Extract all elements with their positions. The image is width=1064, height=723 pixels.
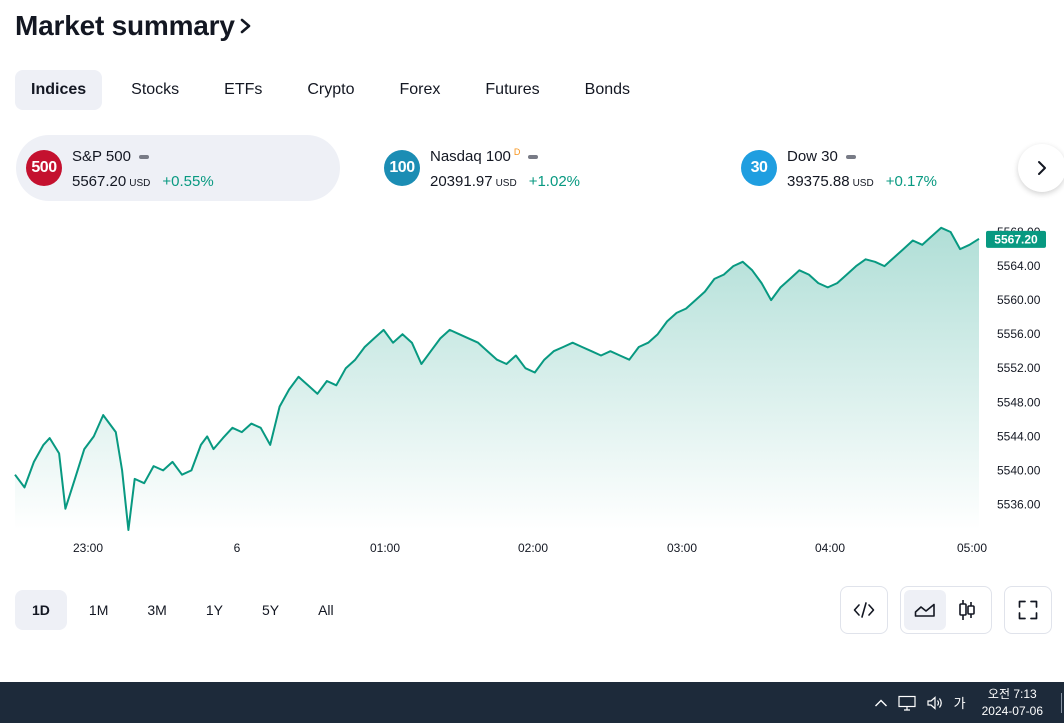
candlestick-icon bbox=[959, 600, 975, 620]
y-axis-tick-label: 5544.00 bbox=[997, 429, 1041, 443]
clock-date: 2024-07-06 bbox=[981, 703, 1043, 718]
x-axis-tick-label: 04:00 bbox=[815, 541, 845, 555]
tab-forex[interactable]: Forex bbox=[399, 81, 441, 98]
x-axis-tick-label: 05:00 bbox=[957, 541, 987, 555]
range-1d[interactable]: 1D bbox=[15, 590, 67, 630]
category-tabs: Indices Stocks ETFs Crypto Forex Futures… bbox=[15, 70, 659, 110]
range-1y[interactable]: 1Y bbox=[205, 602, 223, 618]
taskbar-clock[interactable]: 오전 7:13 2024-07-06 bbox=[982, 686, 1043, 720]
nasdaq100-logo: 100 bbox=[384, 150, 420, 186]
volume-icon[interactable] bbox=[926, 695, 944, 711]
ticker-name: Nasdaq 100 bbox=[430, 148, 511, 165]
show-desktop-button[interactable] bbox=[1061, 692, 1064, 713]
candlestick-chart-button[interactable] bbox=[946, 590, 988, 630]
embed-button[interactable] bbox=[840, 586, 888, 634]
tab-crypto[interactable]: Crypto bbox=[307, 81, 355, 98]
price-line bbox=[14, 226, 980, 531]
windows-taskbar: 가 오전 7:13 2024-07-06 bbox=[0, 682, 1064, 723]
dow30-logo: 30 bbox=[741, 150, 777, 186]
y-axis-tick-label: 5548.00 bbox=[997, 395, 1041, 409]
price-area-fill bbox=[15, 227, 979, 531]
ticker-nasdaq100[interactable]: 100 Nasdaq 100 D 20391.97 USD +1.02% bbox=[374, 135, 674, 201]
ticker-change: +0.55% bbox=[162, 172, 214, 190]
chart-type-toggle bbox=[900, 586, 992, 634]
y-axis-tick-label: 5560.00 bbox=[997, 293, 1041, 307]
ticker-currency: USD bbox=[129, 177, 151, 189]
ticker-dow30[interactable]: 30 Dow 30 39375.88 USD +0.17% bbox=[731, 135, 1021, 201]
ticker-name: S&P 500 bbox=[72, 148, 131, 165]
x-axis-tick-label: 6 bbox=[234, 541, 241, 555]
market-status-icon bbox=[528, 154, 539, 159]
range-5y[interactable]: 5Y bbox=[261, 602, 280, 618]
ticker-change: +1.02% bbox=[528, 172, 580, 190]
range-3m[interactable]: 3M bbox=[147, 602, 167, 618]
range-all[interactable]: All bbox=[318, 602, 334, 618]
x-axis-tick-label: 01:00 bbox=[370, 541, 400, 555]
system-tray: 가 오전 7:13 2024-07-06 bbox=[874, 682, 1064, 723]
ticker-price: 5567.20 bbox=[72, 172, 127, 190]
ticker-change: +0.17% bbox=[885, 172, 937, 190]
ticker-currency: USD bbox=[495, 177, 517, 189]
delayed-flag: D bbox=[513, 146, 521, 157]
area-chart-button[interactable] bbox=[904, 590, 946, 630]
x-axis-tick-label: 02:00 bbox=[518, 541, 548, 555]
time-range-tabs: 1D 1M 3M 1Y 5Y All bbox=[15, 590, 356, 630]
scroll-next-button[interactable] bbox=[1018, 144, 1064, 192]
ticker-price: 20391.97 bbox=[430, 172, 493, 190]
y-axis-tick-label: 5564.00 bbox=[997, 259, 1041, 273]
market-status-icon bbox=[845, 154, 856, 159]
area-chart-icon bbox=[914, 603, 935, 617]
tab-indices[interactable]: Indices bbox=[15, 70, 103, 110]
market-status-icon bbox=[138, 154, 149, 159]
tab-futures[interactable]: Futures bbox=[485, 81, 540, 98]
ticker-currency: USD bbox=[852, 177, 874, 189]
tab-bonds[interactable]: Bonds bbox=[584, 81, 631, 98]
ticker-sp500[interactable]: 500 S&P 500 5567.20 USD +0.55% bbox=[16, 135, 340, 201]
price-chart[interactable]: 5536.00 5540.00 5544.00 5548.00 5552.00 5556.… bbox=[0, 205, 1064, 565]
network-icon[interactable] bbox=[898, 695, 916, 711]
ticker-name: Dow 30 bbox=[787, 148, 838, 165]
page-title: Market summary bbox=[15, 10, 235, 41]
y-axis-tick-label: 5552.00 bbox=[997, 361, 1041, 375]
market-summary-title-link[interactable]: Market summary bbox=[15, 10, 253, 42]
fullscreen-icon bbox=[1018, 600, 1038, 620]
y-axis-tick-label: 5540.00 bbox=[997, 463, 1041, 477]
chevron-right-icon bbox=[1038, 161, 1046, 175]
x-axis-tick-label: 23:00 bbox=[73, 541, 103, 555]
ticker-strip: 500 S&P 500 5567.20 USD +0.55% 100 Nasda… bbox=[16, 135, 1064, 201]
sp500-logo: 500 bbox=[26, 150, 62, 186]
y-axis-tick-label: 5536.00 bbox=[997, 497, 1041, 511]
x-axis-tick-label: 03:00 bbox=[667, 541, 697, 555]
code-icon bbox=[853, 602, 875, 618]
range-1m[interactable]: 1M bbox=[88, 602, 109, 618]
chevron-up-icon[interactable] bbox=[874, 698, 888, 708]
ticker-price: 39375.88 bbox=[787, 172, 850, 190]
fullscreen-button[interactable] bbox=[1004, 586, 1052, 634]
tab-stocks[interactable]: Stocks bbox=[131, 81, 180, 98]
clock-time: 오전 7:13 bbox=[987, 686, 1037, 701]
tab-etfs[interactable]: ETFs bbox=[224, 81, 263, 98]
last-price-badge bbox=[986, 230, 1046, 248]
chevron-right-icon bbox=[239, 17, 253, 40]
y-axis-tick-label: 5556.00 bbox=[997, 327, 1041, 341]
last-price-label: 5567.20 bbox=[994, 232, 1038, 246]
ime-indicator[interactable]: 가 bbox=[953, 696, 966, 711]
